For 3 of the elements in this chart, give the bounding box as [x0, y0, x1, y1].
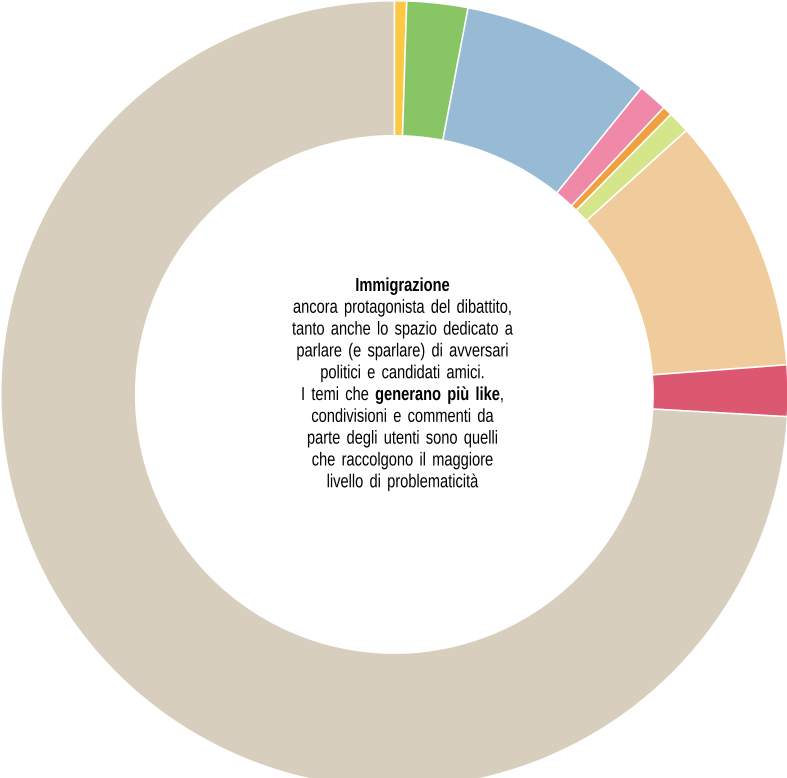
- text: ancora protagonista del dibattito, tanto anche lo spazio dedicato a parlare (e sparlare) di avversari politici e candidati amici.: [292, 299, 513, 382]
- text: I temi che generano più like, condivisioni e commenti da parte degli utenti sono quelli che raccolgono il maggiore livello di problematicità: [302, 386, 503, 492]
- text: Immigrazione: [356, 277, 450, 295]
